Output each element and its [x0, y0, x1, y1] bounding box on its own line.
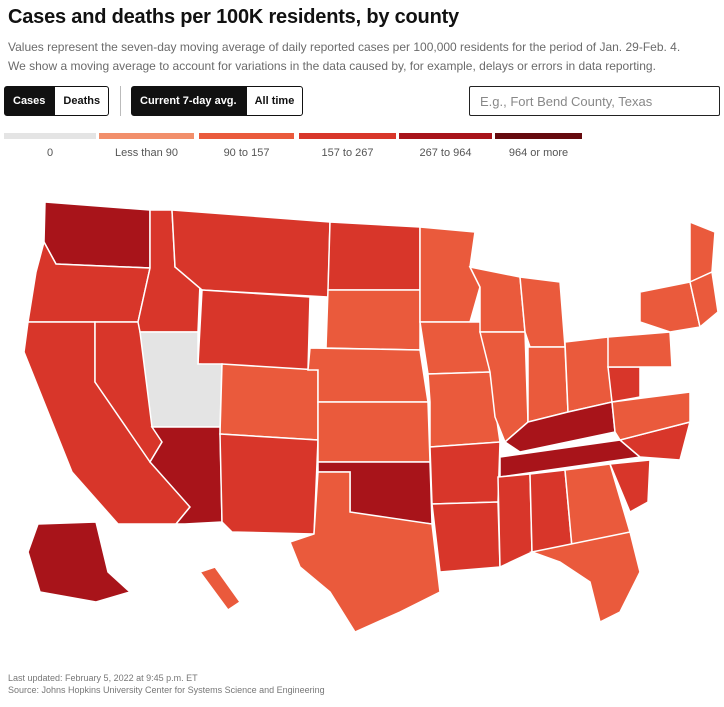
page-title: Cases and deaths per 100K residents, by …: [8, 6, 459, 28]
page-subtitle: Values represent the seven-day moving av…: [8, 38, 720, 76]
last-updated-text: Last updated: February 5, 2022 at 9:45 p…: [8, 673, 198, 683]
state-south-carolina[interactable]: [608, 459, 651, 514]
state-north-dakota[interactable]: [327, 221, 421, 291]
current-7-day-avg-button[interactable]: Current 7-day avg.: [131, 86, 246, 116]
state-new-york[interactable]: [639, 281, 701, 333]
state-new-england[interactable]: [689, 270, 719, 329]
state-colorado[interactable]: [219, 363, 319, 441]
state-wyoming[interactable]: [197, 289, 311, 371]
state-florida[interactable]: [529, 531, 641, 624]
source-text: Source: Johns Hopkins University Center …: [8, 685, 325, 695]
state-new-mexico[interactable]: [219, 433, 319, 535]
state-ohio[interactable]: [564, 336, 613, 413]
legend-label: 0: [46, 147, 54, 159]
state-virginia[interactable]: [611, 391, 691, 441]
legend-label: 267 to 964: [419, 147, 472, 159]
all-time-button[interactable]: All time: [245, 86, 304, 116]
state-montana[interactable]: [171, 209, 331, 298]
state-west-virginia[interactable]: [607, 366, 641, 403]
legend-swatch: [4, 133, 96, 139]
us-county-map: [0, 172, 724, 652]
state-texas[interactable]: [289, 471, 441, 633]
state-mississippi[interactable]: [497, 473, 533, 569]
period-toggle: Current 7-day avg. All time: [131, 86, 304, 116]
legend-swatch: [99, 133, 194, 139]
cases-button[interactable]: Cases: [4, 86, 55, 116]
state-minnesota[interactable]: [419, 226, 481, 323]
legend-label: Less than 90: [115, 147, 178, 159]
state-hawaii[interactable]: [198, 566, 242, 612]
state-kansas[interactable]: [317, 401, 431, 463]
state-missouri[interactable]: [427, 371, 501, 448]
footer: Last updated: February 5, 2022 at 9:45 p…: [8, 672, 325, 696]
subtitle-line-2: We show a moving average to account for …: [8, 59, 656, 73]
legend-label: 90 to 157: [223, 147, 270, 159]
state-arkansas[interactable]: [429, 441, 501, 505]
legend-label: 964 or more: [508, 147, 569, 159]
state-south-dakota[interactable]: [325, 289, 421, 351]
state-louisiana[interactable]: [431, 501, 501, 573]
deaths-button[interactable]: Deaths: [54, 86, 110, 116]
legend-swatch: [495, 133, 582, 139]
state-michigan[interactable]: [519, 276, 566, 348]
map-svg: [23, 201, 719, 633]
state-nebraska[interactable]: [307, 347, 429, 403]
legend-swatch: [399, 133, 492, 139]
county-search-input[interactable]: [469, 86, 720, 116]
legend-label: 157 to 267: [321, 147, 374, 159]
state-pennsylvania[interactable]: [607, 331, 673, 368]
legend-swatch: [199, 133, 294, 139]
toggle-divider: [120, 86, 121, 116]
state-indiana[interactable]: [527, 346, 569, 423]
legend-swatch: [299, 133, 396, 139]
state-washington[interactable]: [43, 201, 151, 269]
subtitle-line-1: Values represent the seven-day moving av…: [8, 40, 681, 54]
state-alaska[interactable]: [27, 521, 132, 603]
metric-toggle: Cases Deaths: [4, 86, 110, 116]
